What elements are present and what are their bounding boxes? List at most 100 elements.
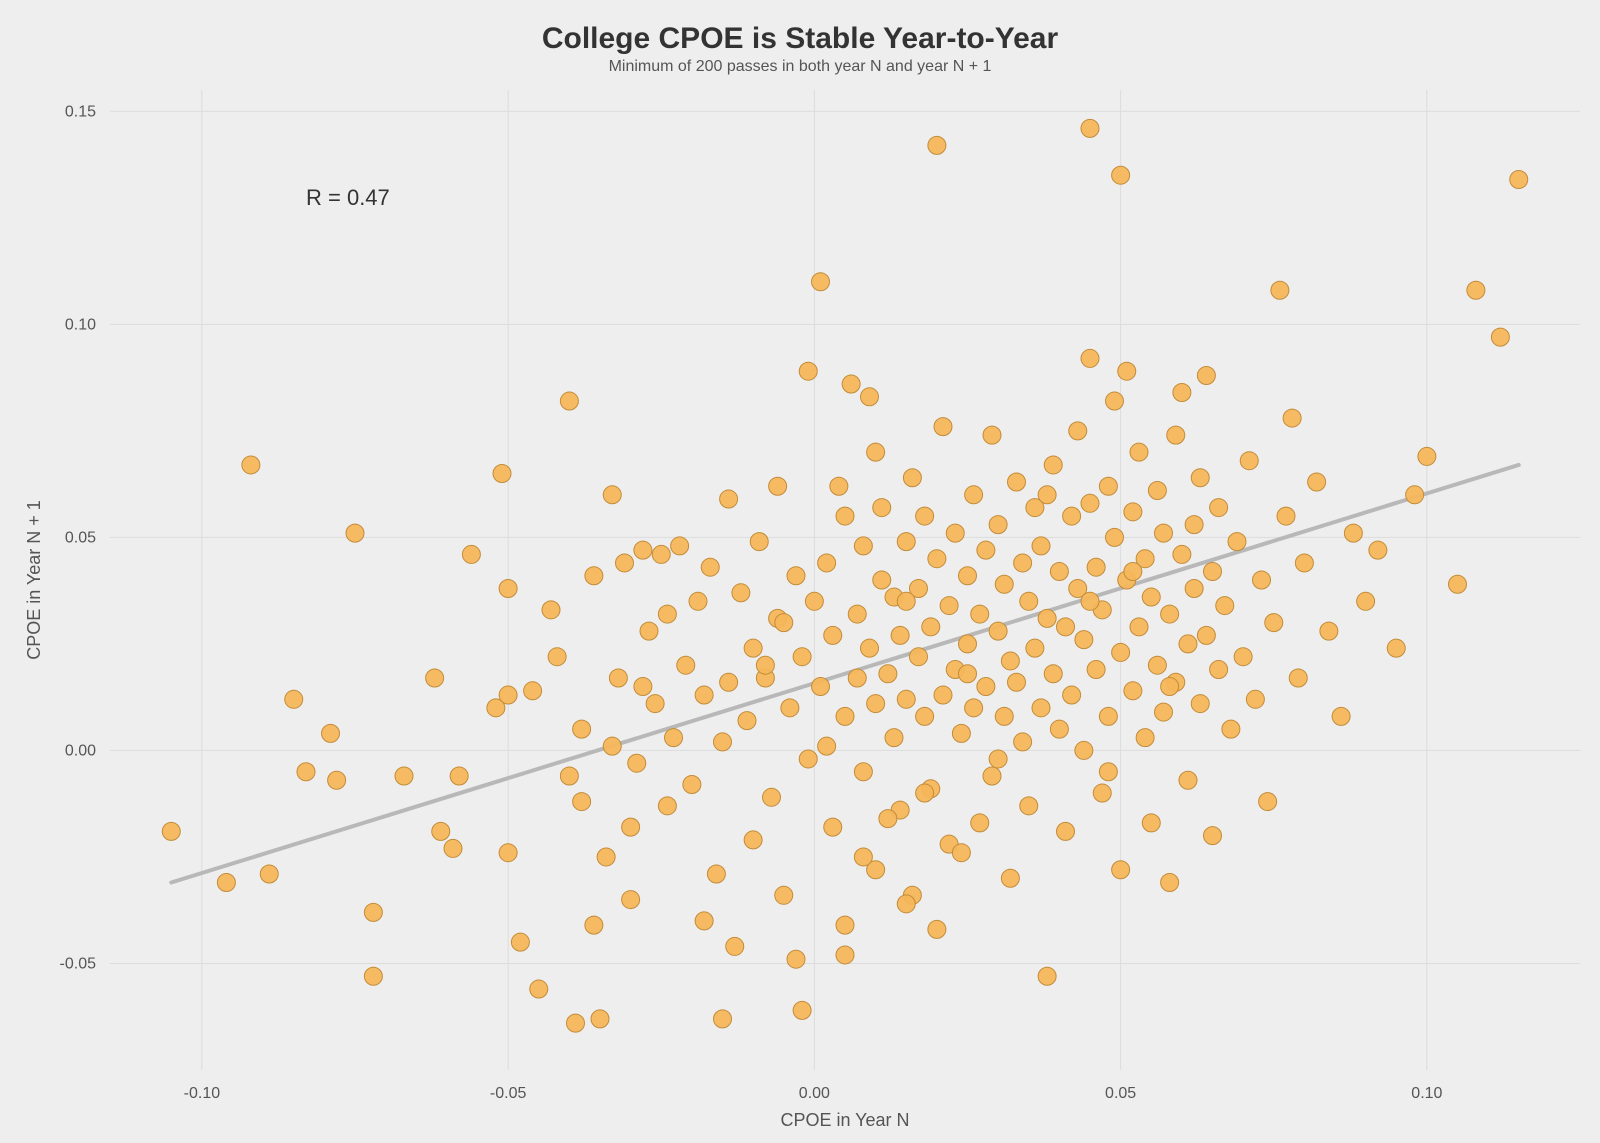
data-point (591, 1010, 609, 1028)
data-point (867, 695, 885, 713)
data-point (971, 605, 989, 623)
data-point (793, 648, 811, 666)
y-tick-label: 0.00 (65, 742, 96, 759)
data-point (1075, 631, 1093, 649)
data-point (897, 533, 915, 551)
data-point (622, 891, 640, 909)
x-tick-label: 0.10 (1411, 1085, 1442, 1102)
data-point (1418, 447, 1436, 465)
data-point (560, 767, 578, 785)
data-point (1173, 545, 1191, 563)
data-point (989, 516, 1007, 534)
data-point (297, 763, 315, 781)
data-point (738, 712, 756, 730)
data-point (1099, 763, 1117, 781)
data-point (775, 614, 793, 632)
data-point (1167, 426, 1185, 444)
data-point (1295, 554, 1313, 572)
data-point (959, 665, 977, 683)
data-point (646, 695, 664, 713)
data-point (499, 844, 517, 862)
y-tick-label: 0.05 (65, 529, 96, 546)
data-point (830, 477, 848, 495)
data-point (1283, 409, 1301, 427)
data-point (1234, 648, 1252, 666)
data-point (1387, 639, 1405, 657)
data-point (1271, 281, 1289, 299)
data-point (1075, 741, 1093, 759)
data-point (616, 554, 634, 572)
data-point (848, 605, 866, 623)
data-point (683, 776, 701, 794)
data-point (1246, 690, 1264, 708)
data-point (628, 754, 646, 772)
data-point (952, 724, 970, 742)
data-point (805, 592, 823, 610)
data-point (1087, 558, 1105, 576)
data-point (573, 793, 591, 811)
data-point (818, 737, 836, 755)
data-point (1008, 673, 1026, 691)
data-point (542, 601, 560, 619)
data-point (1173, 384, 1191, 402)
data-point (1038, 967, 1056, 985)
data-point (1124, 562, 1142, 580)
correlation-annotation: R = 0.47 (306, 185, 390, 210)
data-point (824, 818, 842, 836)
x-tick-label: -0.05 (490, 1085, 527, 1102)
data-point (793, 1001, 811, 1019)
data-point (511, 933, 529, 951)
data-point (922, 618, 940, 636)
data-point (989, 750, 1007, 768)
data-point (346, 524, 364, 542)
data-point (560, 392, 578, 410)
data-point (585, 916, 603, 934)
data-point (1406, 486, 1424, 504)
data-point (1308, 473, 1326, 491)
data-point (769, 477, 787, 495)
data-point (824, 626, 842, 644)
data-point (1179, 771, 1197, 789)
data-point (1020, 592, 1038, 610)
data-point (609, 669, 627, 687)
data-point (1044, 456, 1062, 474)
data-point (775, 886, 793, 904)
data-point (959, 635, 977, 653)
data-point (634, 541, 652, 559)
data-point (989, 622, 1007, 640)
data-point (1050, 720, 1068, 738)
data-point (928, 920, 946, 938)
data-point (873, 499, 891, 517)
data-point (1038, 609, 1056, 627)
data-point (1191, 695, 1209, 713)
data-point (462, 545, 480, 563)
data-point (707, 865, 725, 883)
data-point (1277, 507, 1295, 525)
data-point (1265, 614, 1283, 632)
data-point (787, 567, 805, 585)
data-point (1148, 482, 1166, 500)
data-point (1099, 707, 1117, 725)
data-point (1057, 822, 1075, 840)
data-point (854, 848, 872, 866)
data-point (1050, 562, 1068, 580)
data-point (1210, 499, 1228, 517)
data-point (879, 665, 897, 683)
data-point (928, 136, 946, 154)
data-point (854, 763, 872, 781)
data-point (1001, 869, 1019, 887)
data-point (965, 699, 983, 717)
data-point (916, 784, 934, 802)
data-point (603, 737, 621, 755)
data-point (1014, 733, 1032, 751)
data-point (836, 916, 854, 934)
data-point (977, 541, 995, 559)
data-point (603, 486, 621, 504)
data-point (395, 767, 413, 785)
data-point (652, 545, 670, 563)
data-point (328, 771, 346, 789)
data-point (444, 839, 462, 857)
data-point (885, 729, 903, 747)
data-point (867, 443, 885, 461)
data-point (934, 418, 952, 436)
